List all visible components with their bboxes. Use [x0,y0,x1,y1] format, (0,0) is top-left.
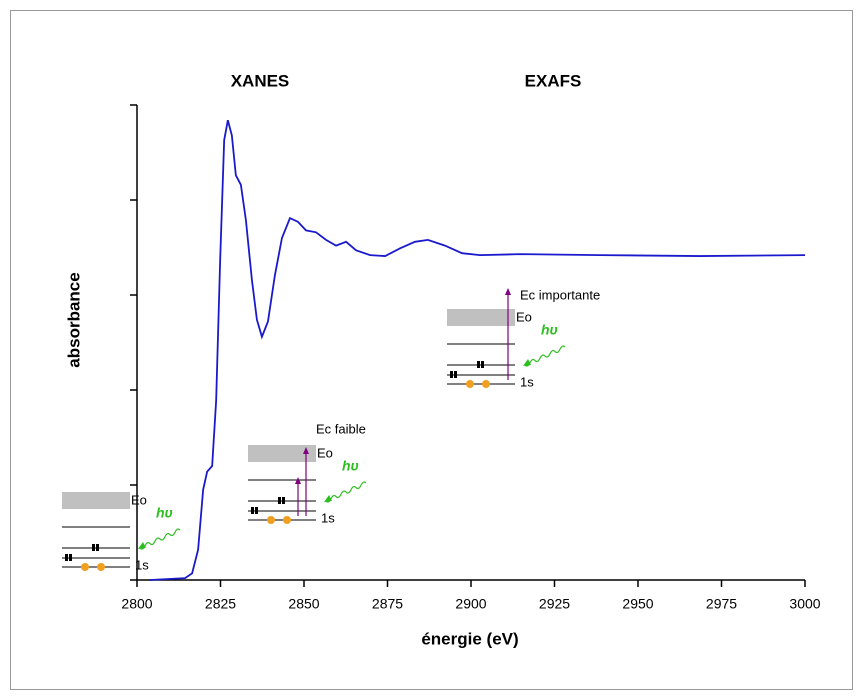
excitation-head [505,288,511,295]
photon-label: hυ [156,505,173,521]
x-tick-label: 2850 [288,596,319,612]
x-tick-label: 2875 [372,596,403,612]
y-axis-label: absorbance [64,272,83,367]
electron [92,544,95,551]
excitation-head [303,447,309,454]
electron [477,361,480,368]
photon [139,528,181,550]
electron [282,497,285,504]
electron [69,554,72,561]
hole [81,563,89,571]
core-label: 1s [135,557,149,572]
hole [283,516,291,524]
x-tick-label: 2825 [205,596,236,612]
photon [524,345,566,367]
level-label: Eo [317,445,333,460]
energy-label: Ec faible [316,421,366,436]
photon-head [523,359,531,366]
electron [481,361,484,368]
hole [482,380,490,388]
frame [10,10,853,690]
electron [255,507,258,514]
hole [466,380,474,388]
data-line [149,119,806,581]
hole [97,563,105,571]
level-label: Eo [131,492,147,507]
core-label: 1s [520,374,534,389]
energy-label: Ec importante [520,287,600,302]
electron [65,554,68,561]
x-tick-label: 2900 [455,596,486,612]
photon [325,481,367,503]
annotation: EXAFS [525,71,582,90]
excitation-head [295,477,301,484]
band [248,445,316,462]
electron [454,371,457,378]
photon-head [324,495,332,502]
band [62,492,130,509]
electron [96,544,99,551]
level-label: Eo [516,309,532,324]
photon-head [138,542,146,549]
hole [267,516,275,524]
electron [450,371,453,378]
core-label: 1s [321,510,335,525]
electron [251,507,254,514]
electron [278,497,281,504]
photon-label: hυ [541,322,558,338]
x-tick-label: 2950 [622,596,653,612]
x-tick-label: 2975 [706,596,737,612]
photon-label: hυ [342,458,359,474]
x-tick-label: 2925 [539,596,570,612]
annotation: XANES [231,71,290,90]
x-tick-label: 2800 [121,596,152,612]
band [447,309,515,326]
x-tick-label: 3000 [789,596,820,612]
x-axis-label: énergie (eV) [421,629,518,648]
